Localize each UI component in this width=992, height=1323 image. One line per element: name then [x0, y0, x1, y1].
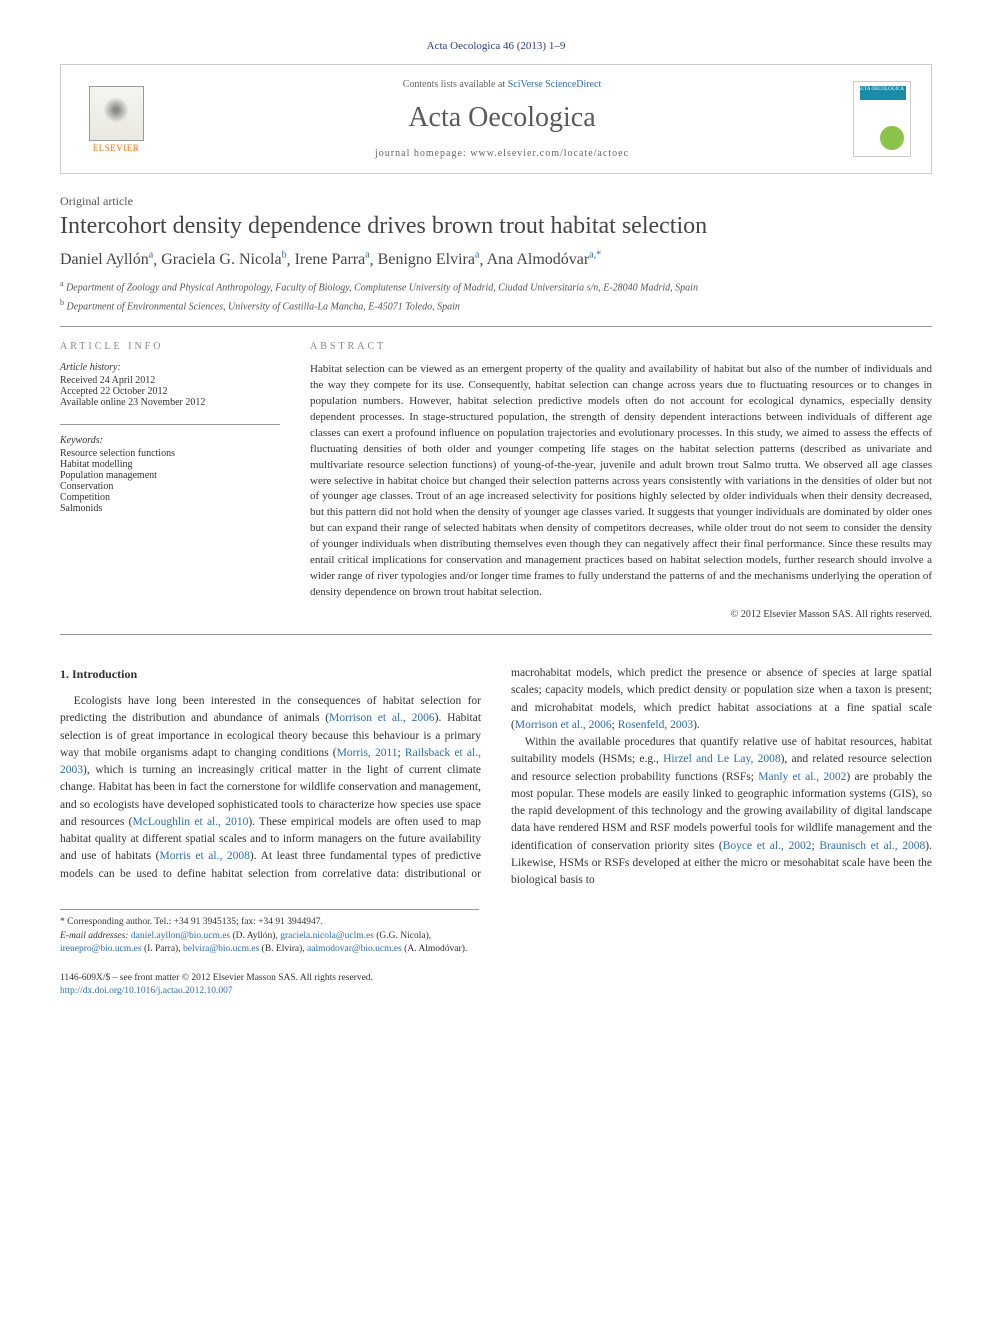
corr-author-label: * Corresponding author. Tel.: +34 91 394…: [60, 916, 479, 929]
elsevier-text: ELSEVIER: [93, 143, 140, 153]
journal-banner: ELSEVIER Contents lists available at Sci…: [60, 64, 932, 174]
online-date: Available online 23 November 2012: [60, 397, 280, 408]
author[interactable]: Daniel Ayllóna: [60, 251, 153, 268]
received-date: Received 24 April 2012: [60, 375, 280, 386]
journal-name: Acta Oecologica: [151, 102, 853, 134]
elsevier-logo[interactable]: ELSEVIER: [81, 79, 151, 159]
authors-list: Daniel Ayllóna, Graciela G. Nicolab, Ire…: [60, 250, 932, 269]
sciencedirect-link[interactable]: SciVerse ScienceDirect: [508, 79, 602, 90]
citation-link[interactable]: Manly et al., 2002: [758, 771, 846, 783]
citation-link[interactable]: Boyce et al., 2002: [723, 840, 812, 852]
journal-cover-thumbnail[interactable]: ACTA OECOLOGICA: [853, 81, 911, 157]
article-type: Original article: [60, 194, 932, 209]
author[interactable]: Benigno Elviraa: [378, 251, 480, 268]
keyword: Competition: [60, 492, 280, 503]
article-info: ARTICLE INFO Article history: Received 2…: [60, 341, 280, 620]
doi-block: 1146-609X/$ – see front matter © 2012 El…: [60, 972, 932, 999]
author[interactable]: Graciela G. Nicolab: [161, 251, 286, 268]
elsevier-tree-icon: [89, 86, 144, 141]
abstract-heading: ABSTRACT: [310, 341, 932, 352]
email-link[interactable]: aalmodovar@bio.ucm.es: [307, 944, 402, 954]
citation-link[interactable]: Morrison et al., 2006: [515, 719, 612, 731]
article-title: Intercohort density dependence drives br…: [60, 213, 932, 240]
accepted-date: Accepted 22 October 2012: [60, 386, 280, 397]
citation-link[interactable]: Morrison et al., 2006: [329, 712, 435, 724]
citation-link[interactable]: Morris et al., 2008: [159, 850, 249, 862]
body-text: 1. Introduction Ecologists have long bee…: [60, 665, 932, 889]
author[interactable]: Irene Parraa: [295, 251, 370, 268]
contents-line: Contents lists available at SciVerse Sci…: [151, 79, 853, 90]
keyword: Salmonids: [60, 503, 280, 514]
article-history-label: Article history:: [60, 362, 280, 373]
front-matter: 1146-609X/$ – see front matter © 2012 El…: [60, 972, 932, 985]
section-heading: 1. Introduction: [60, 665, 481, 683]
citation-link[interactable]: Braunisch et al., 2008: [819, 840, 925, 852]
abstract-column: ABSTRACT Habitat selection can be viewed…: [310, 341, 932, 620]
email-label: E-mail addresses:: [60, 931, 129, 941]
homepage-url[interactable]: www.elsevier.com/locate/actoec: [470, 148, 629, 159]
doi-link[interactable]: http://dx.doi.org/10.1016/j.actao.2012.1…: [60, 986, 233, 996]
keyword: Conservation: [60, 481, 280, 492]
body-paragraph: Within the available procedures that qua…: [511, 734, 932, 889]
corresponding-author-footer: * Corresponding author. Tel.: +34 91 394…: [60, 909, 479, 956]
affiliation: a Department of Zoology and Physical Ant…: [60, 279, 932, 293]
citation-link[interactable]: Morris, 2011: [337, 747, 398, 759]
cover-label: ACTA OECOLOGICA: [857, 87, 904, 92]
email-link[interactable]: belvira@bio.ucm.es: [183, 944, 259, 954]
homepage-prefix: journal homepage:: [375, 148, 470, 159]
contents-prefix: Contents lists available at: [403, 79, 508, 90]
article-info-heading: ARTICLE INFO: [60, 341, 280, 352]
rule: [60, 326, 932, 327]
abstract-text: Habitat selection can be viewed as an em…: [310, 362, 932, 601]
keywords-label: Keywords:: [60, 435, 280, 446]
rule: [60, 634, 932, 635]
email-link[interactable]: graciela.nicola@uclm.es: [280, 931, 374, 941]
homepage-line: journal homepage: www.elsevier.com/locat…: [151, 148, 853, 159]
citation-header: Acta Oecologica 46 (2013) 1–9: [60, 40, 932, 52]
keyword: Resource selection functions: [60, 448, 280, 459]
keyword: Habitat modelling: [60, 459, 280, 470]
banner-center: Contents lists available at SciVerse Sci…: [151, 79, 853, 159]
email-link[interactable]: daniel.ayllon@bio.ucm.es: [131, 931, 230, 941]
keyword: Population management: [60, 470, 280, 481]
affiliation: b Department of Environmental Sciences, …: [60, 298, 932, 312]
author[interactable]: Ana Almodóvara,*: [487, 251, 602, 268]
citation-link[interactable]: Hirzel and Le Lay, 2008: [663, 753, 780, 765]
email-link[interactable]: irenepro@bio.ucm.es: [60, 944, 142, 954]
citation-link[interactable]: Rosenfeld, 2003: [618, 719, 693, 731]
abstract-copyright: © 2012 Elsevier Masson SAS. All rights r…: [310, 609, 932, 620]
citation-link[interactable]: McLoughlin et al., 2010: [133, 816, 249, 828]
